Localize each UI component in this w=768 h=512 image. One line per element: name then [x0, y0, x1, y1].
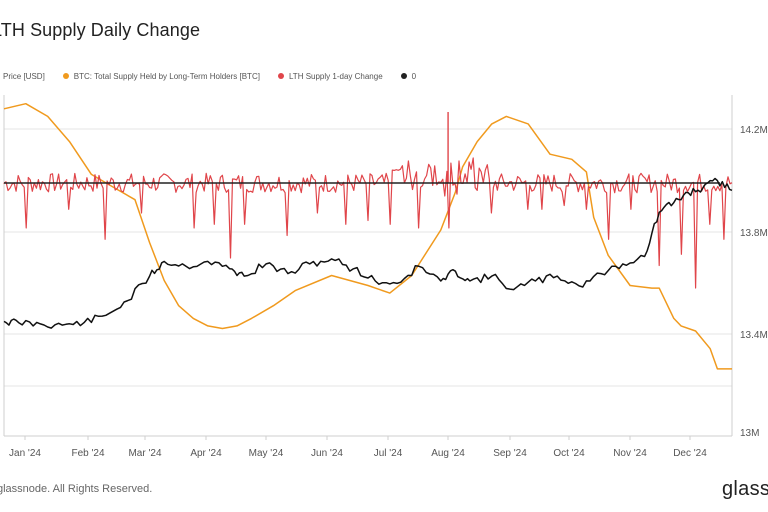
chart-legend: Price [USD] BTC: Total Supply Held by Lo…	[0, 69, 434, 83]
legend-label-price: Price [USD]	[3, 71, 45, 81]
series-price-line	[3, 177, 733, 329]
copyright-text: glassnode. All Rights Reserved.	[0, 483, 153, 495]
x-tick-label-6: Jul '24	[374, 448, 403, 459]
legend-item-lth-supply[interactable]: BTC: Total Supply Held by Long-Term Hold…	[62, 71, 260, 81]
y-tick-label-1: 13.8M	[740, 228, 768, 239]
series-lth-change-line	[3, 157, 733, 289]
x-tick-label-7: Aug '24	[431, 448, 465, 459]
series-lth-supply-line	[3, 102, 732, 370]
legend-item-zero[interactable]: 0	[400, 71, 417, 81]
legend-label-lth-change: LTH Supply 1-day Change	[288, 71, 383, 81]
x-tick-label-2: Mar '24	[128, 448, 161, 459]
chart-title: LTH Supply Daily Change	[0, 20, 201, 40]
y-tick-label-2: 13.4M	[740, 330, 768, 341]
legend-dot-lth-supply	[62, 73, 69, 79]
x-tick-label-10: Nov '24	[613, 448, 647, 459]
x-tick-label-3: Apr '24	[190, 448, 222, 459]
x-tick-label-0: Jan '24	[9, 448, 41, 459]
x-tick-label-5: Jun '24	[311, 448, 343, 459]
legend-dot-zero	[400, 73, 407, 79]
legend-label-lth-supply: BTC: Total Supply Held by Long-Term Hold…	[73, 71, 260, 81]
legend-dot-lth-change	[277, 73, 284, 79]
x-tick-label-4: May '24	[249, 448, 284, 459]
legend-item-lth-change[interactable]: LTH Supply 1-day Change	[277, 71, 383, 81]
glassnode-logo: glass	[722, 478, 768, 500]
x-tick-label-8: Sep '24	[493, 448, 527, 459]
x-tick-label-11: Dec '24	[673, 448, 707, 459]
x-tick-label-1: Feb '24	[71, 448, 104, 459]
x-tick-label-9: Oct '24	[553, 448, 585, 459]
y-tick-label-0: 14.2M	[740, 125, 768, 136]
legend-item-price[interactable]: Price [USD]	[0, 72, 45, 81]
legend-label-zero: 0	[411, 71, 417, 81]
y-tick-label-3: 13M	[740, 428, 759, 439]
